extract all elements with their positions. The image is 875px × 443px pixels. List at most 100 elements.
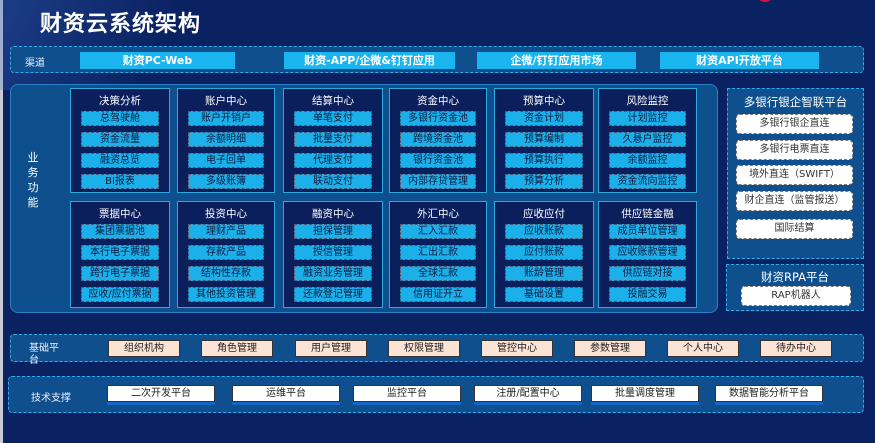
tech-support-button[interactable]: 数据智能分析平台: [715, 385, 823, 402]
module-item[interactable]: 应收账款: [505, 224, 583, 239]
channel-button[interactable]: 财资-APP/企微&钉钉应用: [284, 52, 455, 69]
channel-button[interactable]: 财资API开放平台: [660, 52, 819, 69]
business-label: 业务功能: [27, 151, 39, 209]
bank-platform-item[interactable]: 国际结算: [736, 219, 853, 239]
module-item[interactable]: 多银行资金池: [400, 111, 476, 126]
module-item[interactable]: 跨行电子票据: [81, 266, 159, 281]
base-platform-button[interactable]: 角色管理: [201, 340, 273, 357]
module-item[interactable]: 担保管理: [294, 224, 372, 239]
module-item[interactable]: 账户开销户: [188, 111, 264, 126]
module-item[interactable]: 批量支付: [294, 132, 372, 147]
module-box: 融资中心担保管理授信管理融资业务管理 还款登记管理: [283, 201, 383, 308]
module-item[interactable]: 久悬户监控: [609, 132, 686, 147]
module-item[interactable]: 融资总览: [81, 153, 159, 168]
base-platform-button[interactable]: 权限管理: [388, 340, 460, 357]
module-item[interactable]: 成员单位管理: [609, 224, 686, 239]
module-title: 风险监控: [626, 95, 669, 107]
tech-support-button[interactable]: 二次开发平台: [107, 385, 215, 402]
module-box: 结算中心单笔支付批量支付代理支付联动支付: [283, 88, 383, 193]
module-item[interactable]: 余额明细: [188, 132, 264, 147]
module-item[interactable]: 代理支付: [294, 153, 372, 168]
channel-button[interactable]: 财资PC-Web: [80, 52, 235, 69]
module-item[interactable]: 集团票据池: [81, 224, 159, 239]
header-glow: [0, 0, 260, 90]
base-platform-button[interactable]: 用户管理: [295, 340, 367, 357]
module-item[interactable]: 多级账簿: [188, 174, 264, 189]
left-edge: [0, 0, 3, 443]
module-box: 资金中心多银行资金池 跨境资金池银行资金池内部存贷管理: [389, 88, 487, 193]
module-item[interactable]: 资金计划: [505, 111, 583, 126]
base-platform-button[interactable]: 组织机构: [108, 340, 180, 357]
module-item[interactable]: 计划监控: [609, 111, 686, 126]
tech-support-button[interactable]: 监控平台: [353, 385, 461, 402]
module-item[interactable]: 内部存贷管理: [400, 174, 476, 189]
module-box: 外汇中心汇入汇款汇出汇款全球汇款信用证开立: [389, 201, 487, 308]
rpa-item[interactable]: RAP机器人: [741, 286, 851, 306]
module-item[interactable]: 联动支付: [294, 174, 372, 189]
bank-platform-item[interactable]: 财企直连（监管报送）: [736, 191, 853, 211]
module-item[interactable]: 本行电子票据: [81, 245, 159, 260]
module-item[interactable]: 资金流量: [81, 132, 159, 147]
base-platform-button[interactable]: 待办中心: [760, 340, 832, 357]
module-item[interactable]: 汇出汇款: [400, 245, 476, 260]
module-title: 供应链金融: [621, 208, 674, 220]
module-item[interactable]: 还款登记管理: [294, 287, 372, 302]
module-item[interactable]: 融资业务管理: [294, 266, 372, 281]
tech-support-button[interactable]: 运维平台: [232, 385, 340, 402]
module-title: 外汇中心: [417, 208, 459, 220]
module-item[interactable]: 单笔支付: [294, 111, 372, 126]
module-item[interactable]: 银行资金池: [400, 153, 476, 168]
tech-support-button[interactable]: 批量调度管理: [591, 385, 699, 402]
module-item[interactable]: 预算编制: [505, 132, 583, 147]
module-item[interactable]: BI报表: [81, 174, 159, 189]
module-item[interactable]: 存款产品: [188, 245, 264, 260]
module-box: 决策分析总驾驶舱资金流量融资总览 BI报表: [70, 88, 170, 193]
base-platform-button[interactable]: 参数管理: [574, 340, 646, 357]
module-box: 票据中心集团票据池本行电子票据 跨行电子票据 应收/应付票据: [70, 201, 170, 308]
tech-support-label: 技术支撑: [31, 393, 71, 404]
module-box: 账户中心 账户开销户 余额明细 电子回单 多级账簿: [177, 88, 275, 193]
tech-support-button[interactable]: 注册/配置中心: [474, 385, 582, 402]
bank-platform-item[interactable]: 境外直连（SWIFT）: [736, 165, 853, 185]
module-item[interactable]: 预算执行: [505, 153, 583, 168]
module-box: 供应链金融成员单位管理 应收账款管理 供应链对接投融交易: [598, 201, 697, 308]
module-item[interactable]: 基础设置: [505, 287, 583, 302]
module-box: 预算中心资金计划预算编制预算执行预算分析: [494, 88, 594, 193]
module-item[interactable]: 信用证开立: [400, 287, 476, 302]
bank-platform-title: 多银行银企智联平台: [743, 95, 848, 109]
module-item[interactable]: 应收/应付票据: [81, 287, 159, 302]
module-item[interactable]: 账龄管理: [505, 266, 583, 281]
bank-platform-item[interactable]: 多银行银企直连: [736, 114, 853, 134]
bank-platform-item[interactable]: 多银行电票直连: [736, 140, 853, 160]
module-item[interactable]: 其他投资管理: [188, 287, 264, 302]
module-item[interactable]: 理财产品: [188, 224, 264, 239]
page-title: 财资云系统架构: [40, 12, 202, 37]
module-item[interactable]: 跨境资金池: [400, 132, 476, 147]
module-title: 融资中心: [312, 208, 354, 220]
module-title: 资金中心: [417, 95, 459, 107]
base-platform-button[interactable]: 个人中心: [667, 340, 739, 357]
module-box: 应收应付 应收账款 应付账款 账龄管理 基础设置: [494, 201, 594, 308]
module-title: 预算中心: [523, 95, 565, 107]
module-box: 风险监控计划监控久悬户监控余额监控资金流向监控: [598, 88, 697, 193]
module-item[interactable]: 预算分析: [505, 174, 583, 189]
module-title: 投资中心: [205, 208, 247, 220]
base-platform-button[interactable]: 管控中心: [481, 340, 553, 357]
module-item[interactable]: 余额监控: [609, 153, 686, 168]
module-item[interactable]: 应付账款: [505, 245, 583, 260]
module-item[interactable]: 授信管理: [294, 245, 372, 260]
module-title: 票据中心: [99, 208, 141, 220]
module-item[interactable]: 结构性存款: [188, 266, 264, 281]
module-item[interactable]: 资金流向监控: [609, 174, 686, 189]
module-box: 投资中心理财产品存款产品结构性存款其他投资管理: [177, 201, 275, 308]
module-item[interactable]: 汇入汇款: [400, 224, 476, 239]
channel-button[interactable]: 企微/钉钉应用市场: [477, 52, 636, 69]
module-item[interactable]: 全球汇款: [400, 266, 476, 281]
module-item[interactable]: 供应链对接: [609, 266, 686, 281]
module-title: 决策分析: [99, 95, 141, 107]
module-title: 结算中心: [312, 95, 354, 107]
module-item[interactable]: 投融交易: [609, 287, 686, 302]
module-item[interactable]: 应收账款管理: [609, 245, 686, 260]
module-item[interactable]: 总驾驶舱: [81, 111, 159, 126]
module-item[interactable]: 电子回单: [188, 153, 264, 168]
